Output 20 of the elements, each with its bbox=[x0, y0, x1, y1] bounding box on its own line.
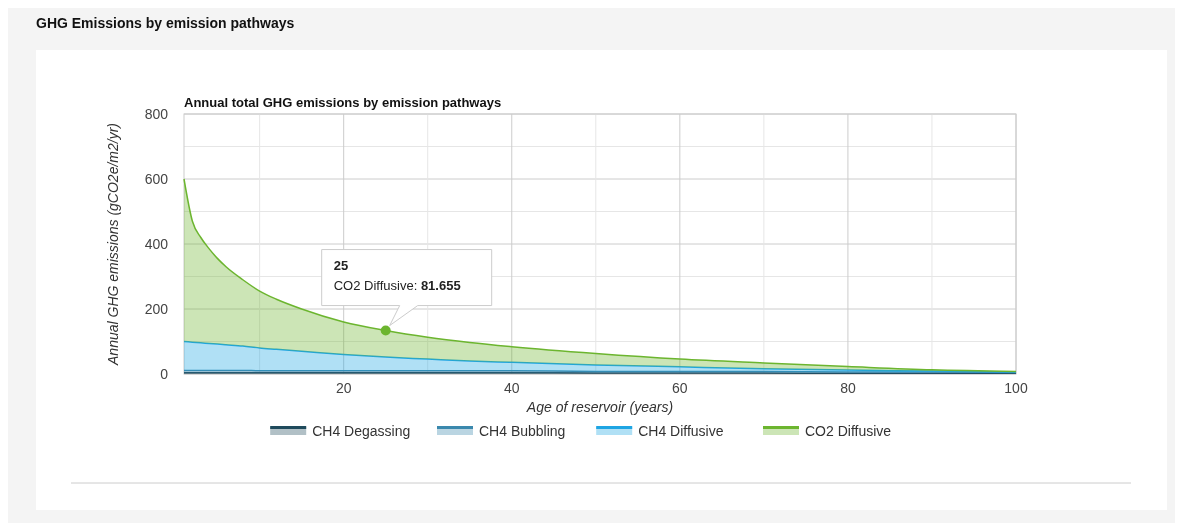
legend-label: CO2 Diffusive bbox=[805, 422, 892, 439]
chart-title: GHG Emissions by emission pathways bbox=[36, 15, 295, 31]
x-tick-label: 40 bbox=[503, 380, 520, 396]
y-tick-label: 200 bbox=[144, 300, 169, 317]
tooltip-callout: 25 CO2 Diffusive: 81.655 bbox=[321, 249, 493, 336]
y-tick-label: 400 bbox=[144, 235, 169, 252]
legend-label: CH4 Bubbling bbox=[479, 422, 566, 439]
x-tick-label: 20 bbox=[335, 380, 352, 396]
x-tick-label: 60 bbox=[672, 380, 688, 396]
x-tick-label: 100 bbox=[1004, 380, 1028, 396]
y-tick-label: 0 bbox=[160, 365, 169, 382]
y-tick-label: 600 bbox=[144, 170, 169, 187]
chart-subtitle: Annual total GHG emissions by emission pathways bbox=[184, 95, 502, 110]
x-tick-label: 80 bbox=[840, 380, 856, 396]
annotation: 25 CO2 Diffusive: 81.655 bbox=[333, 257, 461, 293]
y-axis-title: Annual GHG emissions (gCO2e/m2/yr) bbox=[105, 123, 121, 366]
y-tick-label: 800 bbox=[144, 105, 169, 122]
x-axis-title: Age of reservoir (years) bbox=[525, 399, 674, 415]
legend-label: CH4 Degassing bbox=[312, 422, 411, 439]
legend-label: CH4 Diffusive bbox=[638, 422, 724, 439]
